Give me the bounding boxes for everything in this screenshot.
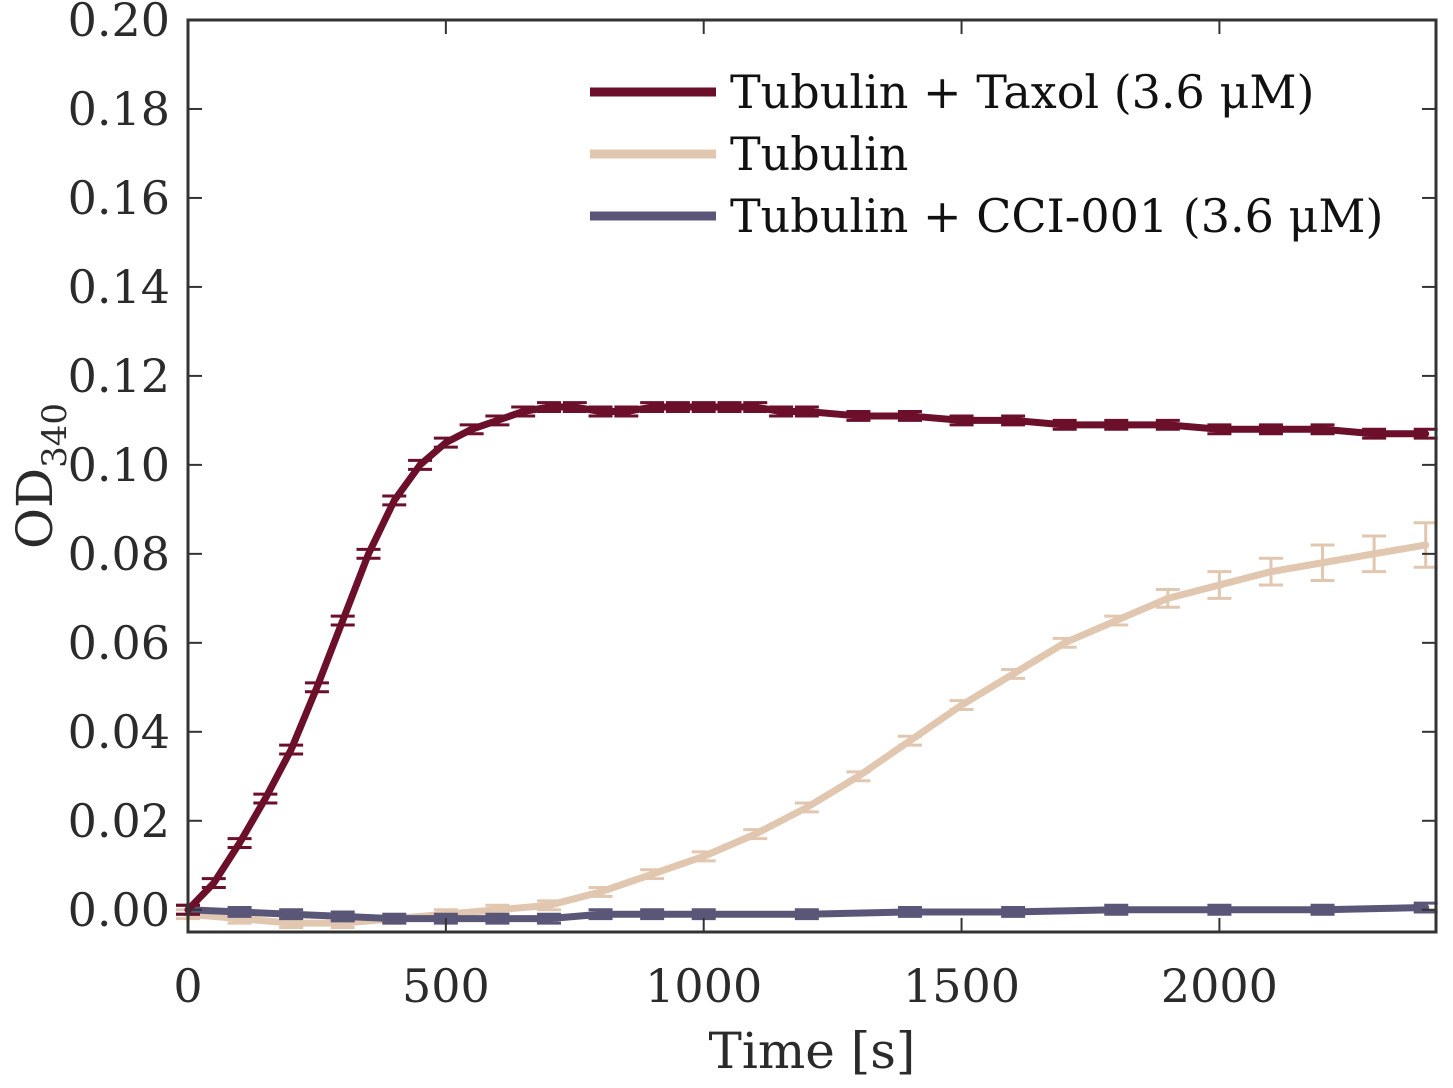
legend-label: Tubulin + CCI-001 (3.6 μM) [730, 189, 1383, 243]
series-line [184, 904, 1430, 923]
x-tick-label: 500 [402, 959, 490, 1013]
x-axis-label: Time [s] [709, 1022, 916, 1080]
y-tick-label: 0.16 [68, 171, 170, 225]
y-tick-label: 0.18 [68, 82, 170, 136]
series-2 [176, 901, 1438, 925]
y-tick-label: 0.04 [68, 705, 170, 759]
series-1 [176, 521, 1438, 930]
plot-frame [186, 18, 1438, 934]
y-axis-label: OD340 [6, 403, 75, 549]
series-layer [176, 401, 1438, 930]
y-axis-label-sub: 340 [35, 403, 75, 468]
legend-label: Tubulin + Taxol (3.6 μM) [730, 65, 1314, 119]
series-0 [176, 401, 1438, 916]
series-line [184, 403, 1430, 914]
x-tick-label: 1500 [903, 959, 1020, 1013]
y-axis-label-main: OD [6, 468, 64, 549]
y-tick-label: 0.12 [68, 349, 170, 403]
y-tick-label: 0.08 [68, 527, 170, 581]
y-tick-label: 0.10 [68, 438, 170, 492]
x-tick-label: 2000 [1161, 959, 1278, 1013]
legend: Tubulin + Taxol (3.6 μM) Tubulin Tubulin +… [590, 65, 1383, 243]
y-tick-label: 0.20 [68, 0, 170, 47]
legend-label: Tubulin [730, 127, 908, 181]
x-tick-label: 1000 [645, 959, 762, 1013]
y-tick-label: 0.14 [68, 260, 170, 314]
series-line [184, 541, 1430, 927]
ticks-layer: 0 500 1000 1500 2000 0.00 0.02 0.04 0.06 0.08 0.10… [68, 0, 1436, 1013]
y-tick-label: 0.00 [68, 883, 170, 937]
y-tick-label: 0.06 [68, 616, 170, 670]
y-tick-label: 0.02 [68, 794, 170, 848]
x-tick-label: 0 [173, 959, 202, 1013]
